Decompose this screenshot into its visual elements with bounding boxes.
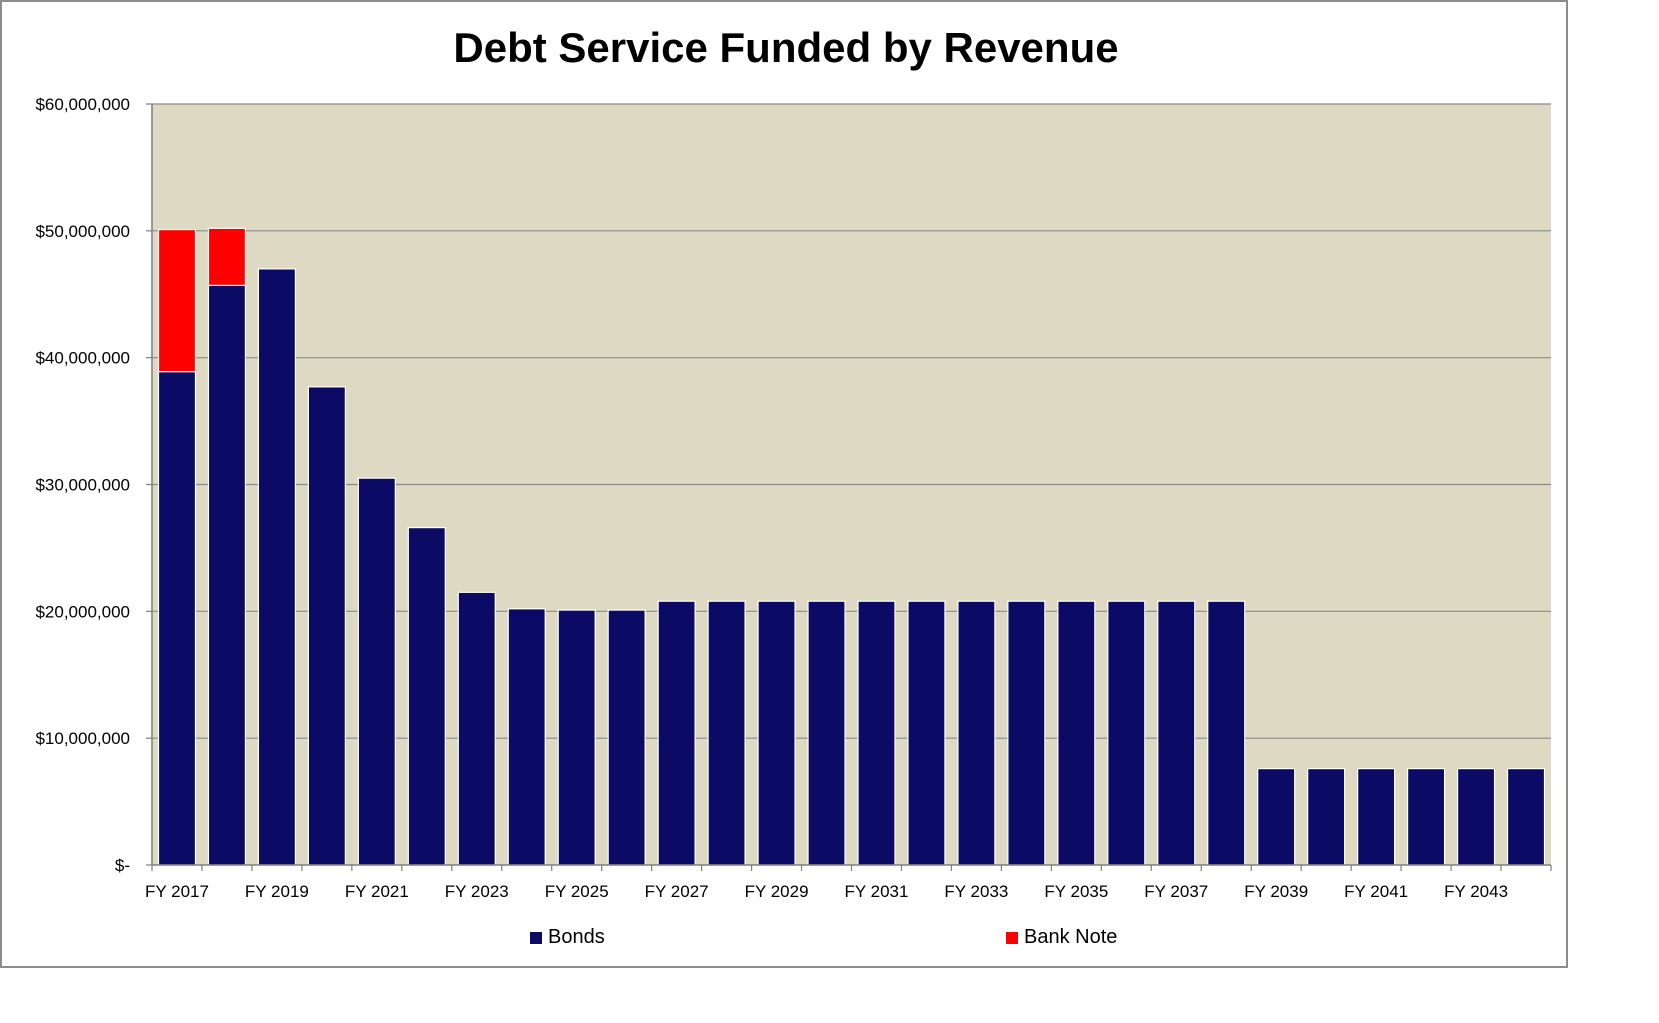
bar-bonds-fy-2036 <box>1107 600 1146 866</box>
legend-swatch <box>530 931 542 944</box>
bar-bonds-fy-2043 <box>1456 768 1496 866</box>
x-tick-label-16: FY 2033 <box>944 882 1008 901</box>
bar-bonds-fy-2032 <box>907 600 946 866</box>
legend-label: Bonds <box>548 926 605 948</box>
x-tick-label-20: FY 2037 <box>1144 882 1208 901</box>
bar-bonds-fy-2030 <box>807 600 846 866</box>
x-tick-label-0: FY 2017 <box>145 882 209 901</box>
bar-bonds-fy-2033 <box>957 600 996 866</box>
x-tick-label-18: FY 2035 <box>1044 882 1108 901</box>
bar-bonds-fy-2038 <box>1207 600 1246 866</box>
bar-bonds-fy-2031 <box>857 600 896 866</box>
bar-bonds-fy-2026 <box>607 609 646 866</box>
y-tick-label-3: $30,000,000 <box>35 476 130 495</box>
legend-item-bank-note: Bank Note <box>1006 926 1117 949</box>
chart-title: Debt Service Funded by Revenue <box>453 24 1119 71</box>
bar-bonds-fy-2022 <box>407 527 446 866</box>
bar-bonds-fy-2040 <box>1307 768 1346 866</box>
x-tick-label-24: FY 2041 <box>1344 882 1408 901</box>
x-tick-label-14: FY 2031 <box>844 882 908 901</box>
y-tick-label-1: $10,000,000 <box>35 729 130 748</box>
bar-bonds-fy-2020 <box>307 386 346 866</box>
y-tick-label-4: $40,000,000 <box>35 349 130 368</box>
y-tick-label-2: $20,000,000 <box>35 602 130 621</box>
y-tick-label-0: $- <box>115 856 130 875</box>
legend-swatch <box>1006 931 1018 944</box>
bar-bonds-fy-2035 <box>1057 600 1096 866</box>
chart-frame: Debt Service Funded by Revenue $- $10,000… <box>0 0 1568 968</box>
bar-bonds-fy-2025 <box>557 609 596 866</box>
bar-bonds-fy-2029 <box>757 600 796 866</box>
bar-bonds-fy-2028 <box>707 600 746 866</box>
bar-bonds-fy-2017 <box>157 371 197 866</box>
x-tick-label-26: FY 2043 <box>1444 882 1508 901</box>
bar-bonds-fy-2039 <box>1257 768 1296 866</box>
x-tick-label-8: FY 2025 <box>545 882 609 901</box>
bar-bank-note-fy-2017 <box>157 228 197 373</box>
bar-bonds-fy-2021 <box>357 477 396 866</box>
y-tick-label-6: $60,000,000 <box>35 95 130 114</box>
bar-bonds-fy-2037 <box>1157 600 1196 866</box>
y-tick-label-5: $50,000,000 <box>35 222 130 241</box>
bar-bonds-fy-2042 <box>1406 768 1446 866</box>
bar-bonds-fy-2027 <box>657 600 696 866</box>
legend-item-bonds: Bonds <box>530 926 605 949</box>
x-tick-label-10: FY 2027 <box>645 882 709 901</box>
bar-bank-note-fy-2018 <box>207 227 247 286</box>
bar-bonds-fy-2018 <box>207 284 247 866</box>
bar-bonds-fy-2023 <box>457 591 496 866</box>
x-tick-label-12: FY 2029 <box>745 882 809 901</box>
bar-bonds-fy-2019 <box>257 268 296 866</box>
legend: Bonds Bank Note <box>2 926 1570 956</box>
bar-bonds-fy-2024 <box>507 608 546 866</box>
x-tick-label-2: FY 2019 <box>245 882 309 901</box>
x-tick-label-6: FY 2023 <box>445 882 509 901</box>
bar-bonds-fy-2044 <box>1506 768 1546 866</box>
x-tick-label-22: FY 2039 <box>1244 882 1308 901</box>
x-tick-label-4: FY 2021 <box>345 882 409 901</box>
bar-bonds-fy-2041 <box>1357 768 1396 866</box>
chart-svg: $- $10,000,000 $20,000,000 $30,000,000 $40,0… <box>35 95 1552 901</box>
legend-label: Bank Note <box>1024 926 1118 948</box>
bar-bonds-fy-2034 <box>1007 600 1046 866</box>
